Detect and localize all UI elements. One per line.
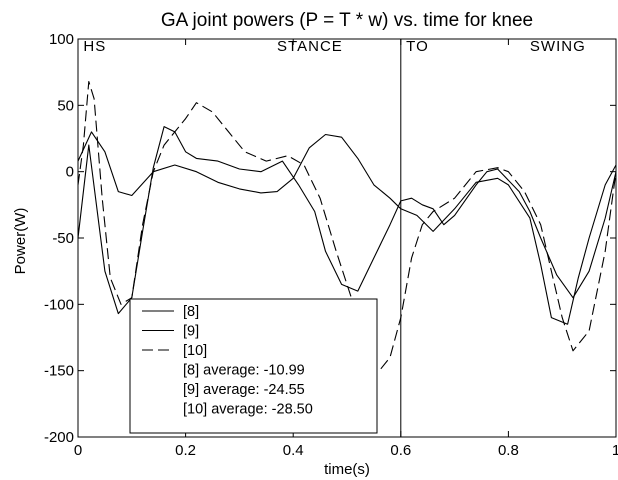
- y-axis-label: Power(W): [12, 208, 29, 275]
- phase-annotation-swing: SWING: [530, 38, 586, 55]
- series-line-1: [77, 131, 617, 325]
- phase-annotation-stance: STANCE: [277, 38, 343, 55]
- y-tick-label: -200: [44, 429, 74, 446]
- legend-entry: [9]: [183, 324, 199, 340]
- y-tick-label: -50: [52, 230, 74, 247]
- x-axis-label: time(s): [324, 461, 370, 478]
- phase-annotation-to: TO: [406, 38, 429, 55]
- x-tick-label: 0.4: [283, 442, 304, 459]
- phase-annotation-hs: HS: [83, 38, 106, 55]
- chart-title: GA joint powers (P = T * w) vs. time for…: [161, 10, 533, 31]
- legend-entry: [8]: [183, 304, 199, 320]
- legend-average: [10] average: -28.50: [183, 402, 313, 418]
- plot-area: 0 0.2 0.4 0.6 0.8 1 100 50 0 -50 -100 -150 -200 HS STA…: [44, 31, 618, 459]
- series-line-2: [77, 80, 617, 372]
- x-tick-label: 0.6: [390, 442, 411, 459]
- y-tick-label: 0: [66, 164, 74, 181]
- x-tick-label: 0: [74, 442, 82, 459]
- y-tick-label: 100: [49, 31, 74, 48]
- legend-average: [8] average: -10.99: [183, 363, 305, 379]
- legend-box: [129, 298, 378, 434]
- y-tick-label: -100: [44, 296, 74, 313]
- legend-average: [9] average: -24.55: [183, 382, 305, 398]
- legend-entry: [10]: [183, 343, 207, 359]
- x-tick-label: 0.8: [498, 442, 519, 459]
- x-tick-label: 1: [612, 442, 618, 459]
- series-line-0: [77, 126, 617, 315]
- y-tick-label: -150: [44, 363, 74, 380]
- x-tick-label: 0.2: [175, 442, 196, 459]
- y-tick-label: 50: [57, 97, 74, 114]
